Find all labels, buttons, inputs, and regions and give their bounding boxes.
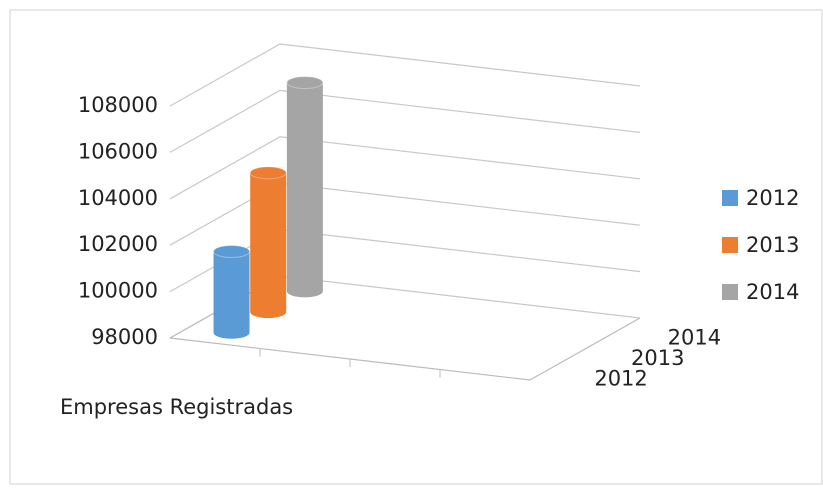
legend-swatch [722,190,738,206]
legend-label: 2014 [746,280,799,304]
legend-label: 2013 [746,233,799,257]
y-tick-label: 98000 [91,325,158,349]
bar-top [249,166,287,180]
grid-line [169,89,641,153]
bar-top [213,245,251,259]
x-category-label: Empresas Registradas [60,395,293,419]
depth-label: 2014 [668,325,721,349]
bar-body [213,251,250,339]
legend-swatch [722,237,738,253]
bar [286,76,324,298]
legend-label: 2012 [746,186,799,210]
bar-body [250,172,287,319]
depth-label: 2012 [594,367,647,391]
grid-line [169,43,641,107]
depth-label: 2013 [631,346,684,370]
bar [249,166,287,319]
axis-line [529,317,641,381]
y-tick-label: 108000 [78,93,158,117]
y-tick-label: 106000 [78,139,158,163]
bar-body [286,82,323,298]
y-tick-label: 104000 [78,186,158,210]
grid-line [169,136,641,200]
y-tick-label: 102000 [78,232,158,256]
legend-swatch [722,284,738,300]
y-tick-label: 100000 [78,279,158,303]
bar [213,245,251,339]
chart-frame [9,9,823,485]
bar-top [286,76,324,90]
